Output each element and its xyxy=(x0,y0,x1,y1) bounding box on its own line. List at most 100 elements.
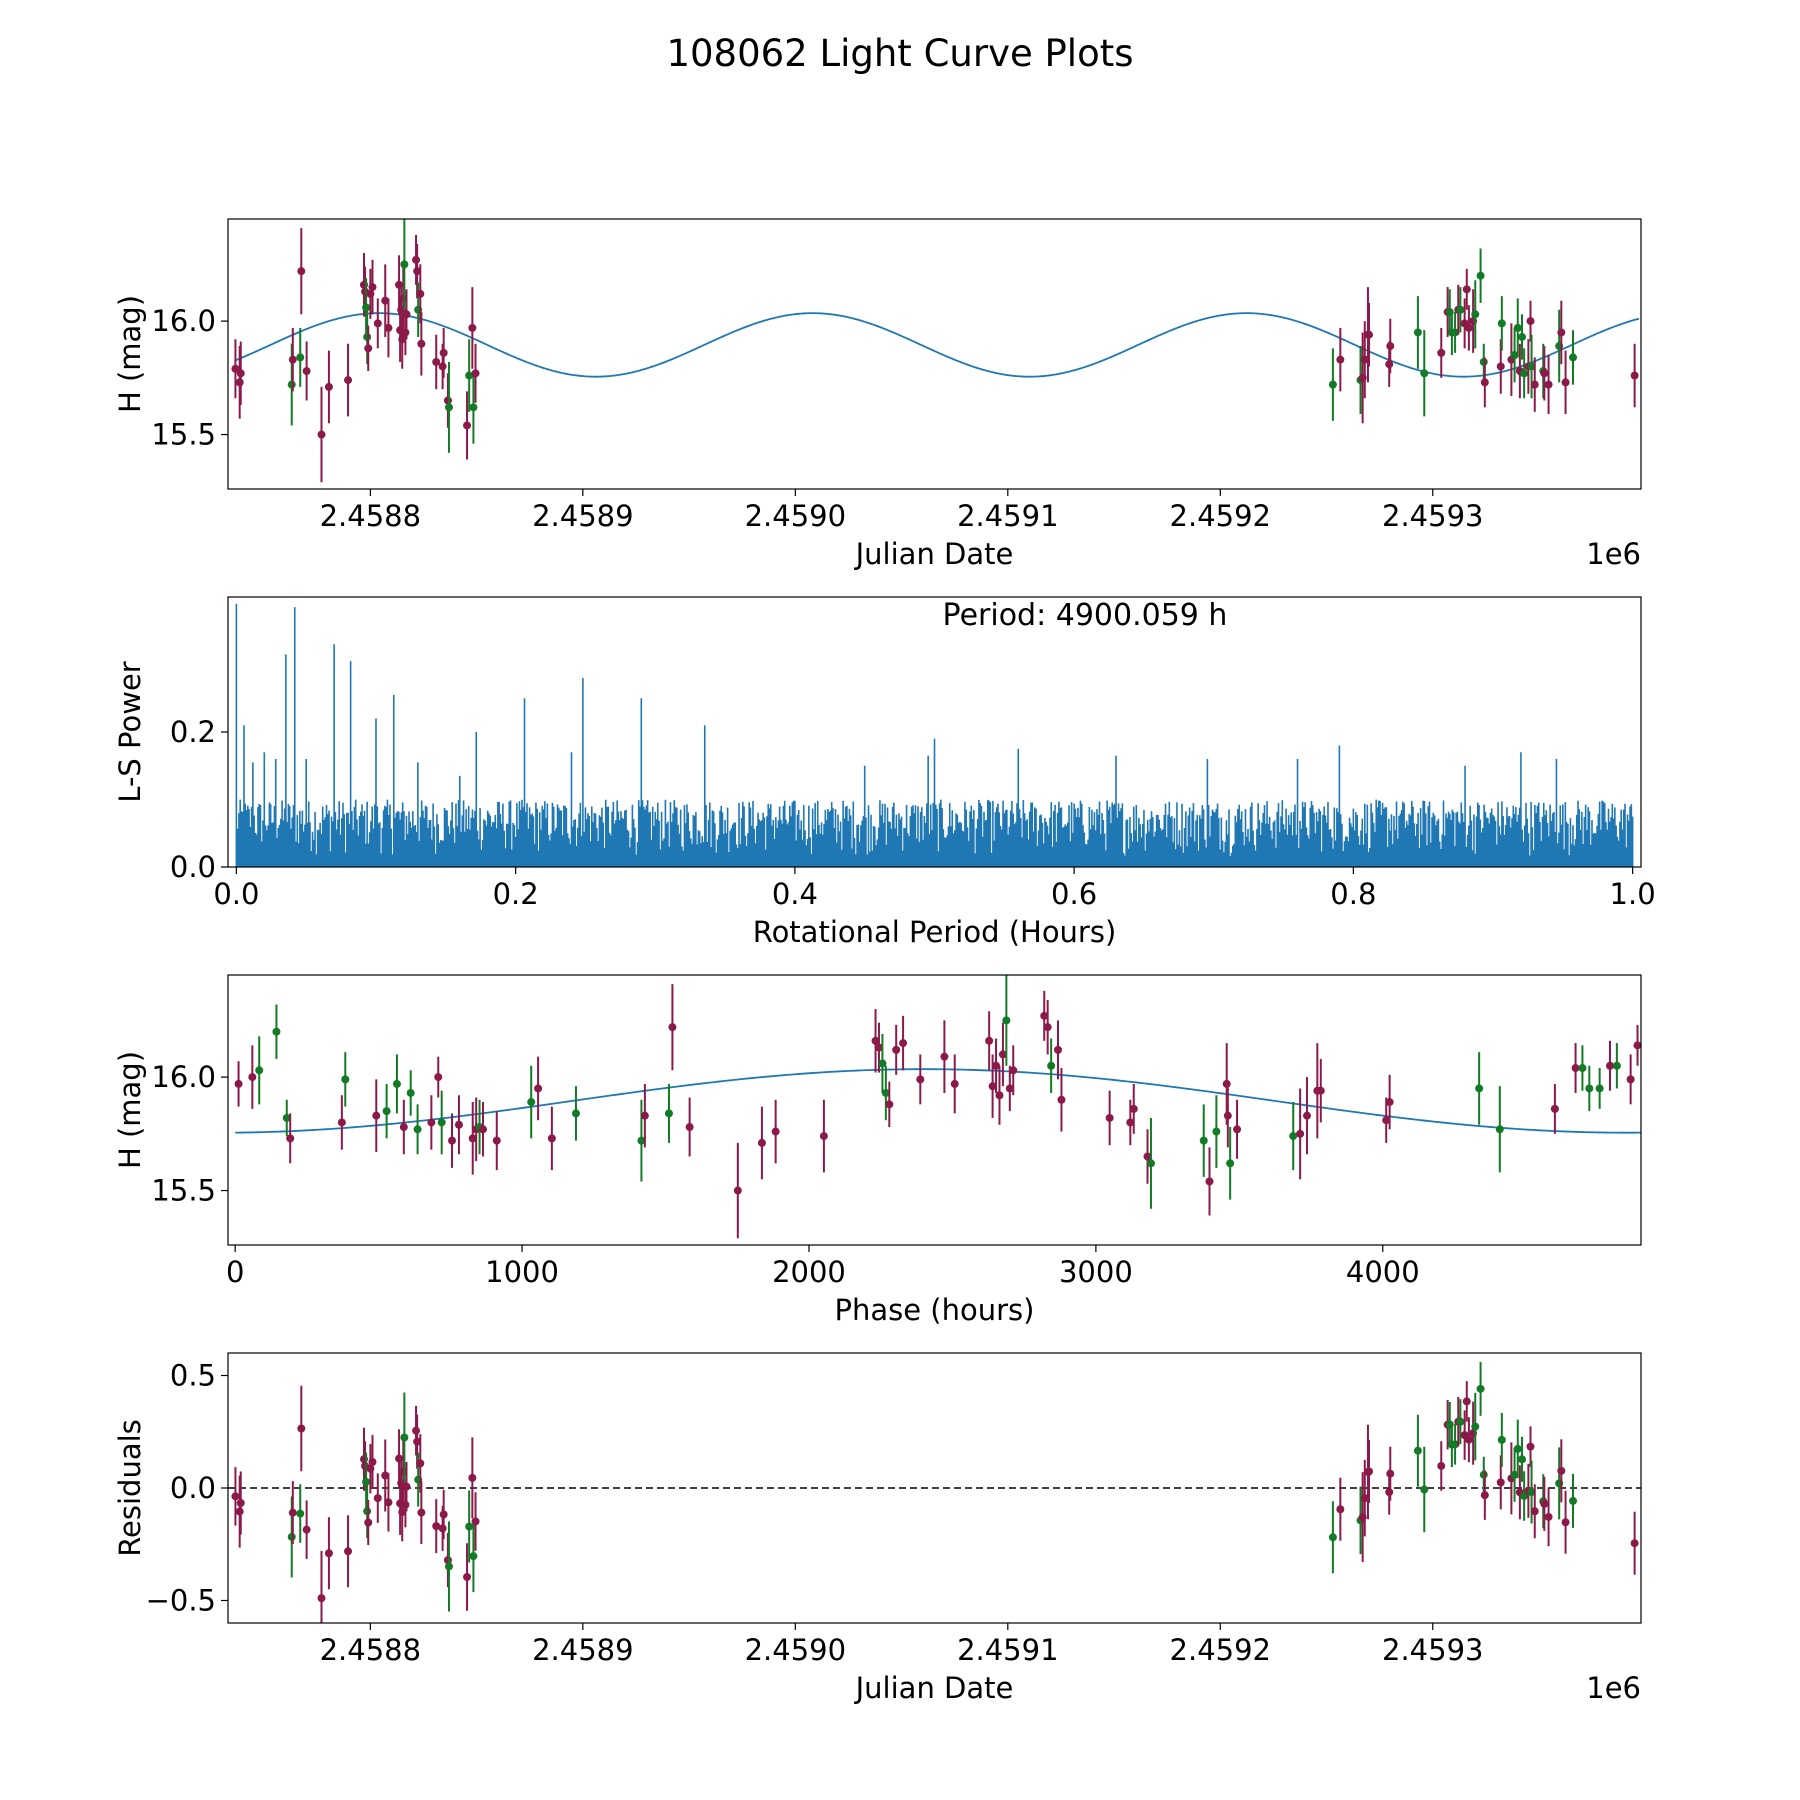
observation-point xyxy=(463,421,472,430)
observation-point xyxy=(1476,271,1485,280)
phased-observation-point xyxy=(1222,1079,1231,1088)
phased-light-curve-plot: 0 1000 2000 3000 4000 15.5 16.0 Phase (hours) H … xyxy=(113,974,1642,1327)
residual-point xyxy=(1462,1397,1471,1406)
residual-point xyxy=(373,1494,382,1503)
residual-point xyxy=(401,1500,410,1509)
phased-observation-point xyxy=(1233,1125,1242,1134)
residual-point xyxy=(1336,1505,1345,1514)
residuals-ylabel: Residuals xyxy=(113,1419,147,1557)
periodogram-ylabel: L-S Power xyxy=(113,661,147,802)
phased-observation-point xyxy=(1002,1016,1011,1025)
observation-point xyxy=(302,367,311,376)
observation-point xyxy=(1527,362,1536,371)
phased-observation-point xyxy=(1047,1061,1056,1070)
residual-point xyxy=(471,1517,480,1526)
phased-observation-point xyxy=(1316,1086,1325,1095)
phased-observation-point xyxy=(1199,1136,1208,1145)
phased-observation-point xyxy=(454,1120,463,1129)
residuals-ytick-label: −0.5 xyxy=(146,1584,216,1618)
observation-point xyxy=(1420,369,1429,378)
residual-point xyxy=(1456,1417,1465,1426)
observation-point xyxy=(373,319,382,328)
phased-observation-point xyxy=(878,1059,887,1068)
phased-observation-point xyxy=(1303,1111,1312,1120)
periodogram-xtick-label: 0.6 xyxy=(1051,877,1097,911)
observation-point xyxy=(362,303,371,312)
observation-point xyxy=(288,355,297,364)
phased-observation-point xyxy=(1605,1061,1614,1070)
residual-point xyxy=(1526,1442,1535,1451)
phased-observation-point xyxy=(881,1088,890,1097)
residuals-xtick-label: 2.4590 xyxy=(745,1633,846,1667)
phased-observation-point xyxy=(286,1134,295,1143)
observation-point xyxy=(1513,323,1522,332)
period-annotation: Period: 4900.059 h xyxy=(943,598,1228,633)
phased-observation-point xyxy=(992,1061,1001,1070)
observation-point xyxy=(468,323,477,332)
phased-fit-line xyxy=(235,1068,1641,1134)
light-curve-ylabel: H (mag) xyxy=(113,295,147,413)
light-curve-ytick-label: 15.5 xyxy=(151,418,216,452)
periodogram-xtick-label: 0.4 xyxy=(772,877,818,911)
observation-point xyxy=(344,376,353,385)
phased-observation-point xyxy=(998,1050,1007,1059)
phased-observation-point xyxy=(372,1111,381,1120)
observation-point xyxy=(1561,378,1570,387)
residual-point xyxy=(1527,1488,1536,1497)
residual-point xyxy=(1360,1494,1369,1503)
light-curve-offset-label: 1e6 xyxy=(1586,537,1641,571)
phased-observation-point xyxy=(1054,1045,1063,1054)
phased-observation-point xyxy=(448,1136,457,1145)
phased-observation-point xyxy=(640,1111,649,1120)
residual-point xyxy=(288,1508,297,1517)
phased-light-curve-data-area xyxy=(234,975,1641,1239)
phased-observation-point xyxy=(995,1091,1004,1100)
phased-light-curve-ytick-label: 15.5 xyxy=(151,1174,216,1208)
residual-point xyxy=(1328,1533,1337,1542)
phased-observation-point xyxy=(337,1118,346,1127)
phased-observation-point xyxy=(819,1132,828,1141)
phased-observation-point xyxy=(988,1082,997,1091)
phased-light-curve-xlabel: Phase (hours) xyxy=(835,1293,1035,1327)
residual-point xyxy=(1476,1384,1485,1393)
phased-observation-point xyxy=(757,1138,766,1147)
periodogram-xtick-label: 0.8 xyxy=(1330,877,1376,911)
residual-point xyxy=(1530,1507,1539,1516)
phased-observation-point xyxy=(392,1079,401,1088)
residual-point xyxy=(231,1492,240,1501)
phased-observation-point xyxy=(272,1027,281,1036)
residual-point xyxy=(1479,1470,1488,1479)
phased-observation-point xyxy=(1385,1098,1394,1107)
observation-point xyxy=(416,289,425,298)
phased-observation-point xyxy=(1005,1084,1014,1093)
phased-observation-point xyxy=(1595,1084,1604,1093)
model-fit-line xyxy=(234,312,1640,378)
phased-observation-point xyxy=(1612,1061,1621,1070)
phased-observation-point xyxy=(892,1045,901,1054)
light-curve-plot: 2.4588 2.4589 2.4590 2.4591 2.4592 2.4593 15.5… xyxy=(113,218,1642,571)
observation-point xyxy=(1496,362,1505,371)
residuals-xtick-label: 2.4589 xyxy=(532,1633,633,1667)
light-curve-xtick-label: 2.4590 xyxy=(745,499,846,533)
observation-point xyxy=(1462,285,1471,294)
phased-observation-point xyxy=(547,1134,556,1143)
phased-observation-point xyxy=(871,1036,880,1045)
periodogram-line xyxy=(235,603,1634,867)
observation-point xyxy=(231,364,240,373)
phased-observation-point xyxy=(1550,1104,1559,1113)
observation-point xyxy=(381,296,390,305)
observation-point xyxy=(368,283,377,292)
residuals-xtick-label: 2.4592 xyxy=(1170,1633,1271,1667)
residual-point xyxy=(236,1499,245,1508)
residual-point xyxy=(444,1562,453,1571)
observation-point xyxy=(400,260,409,269)
phased-observation-point xyxy=(1296,1129,1305,1138)
phased-observation-point xyxy=(248,1073,257,1082)
phased-observation-point xyxy=(1382,1116,1391,1125)
residual-point xyxy=(468,1473,477,1482)
observation-point xyxy=(1630,371,1639,380)
residual-point xyxy=(413,1437,422,1446)
periodogram-xtick-label: 0.0 xyxy=(213,877,259,911)
residuals-xlabel: Julian Date xyxy=(854,1671,1014,1705)
periodogram-xtick-label: 0.2 xyxy=(493,877,539,911)
